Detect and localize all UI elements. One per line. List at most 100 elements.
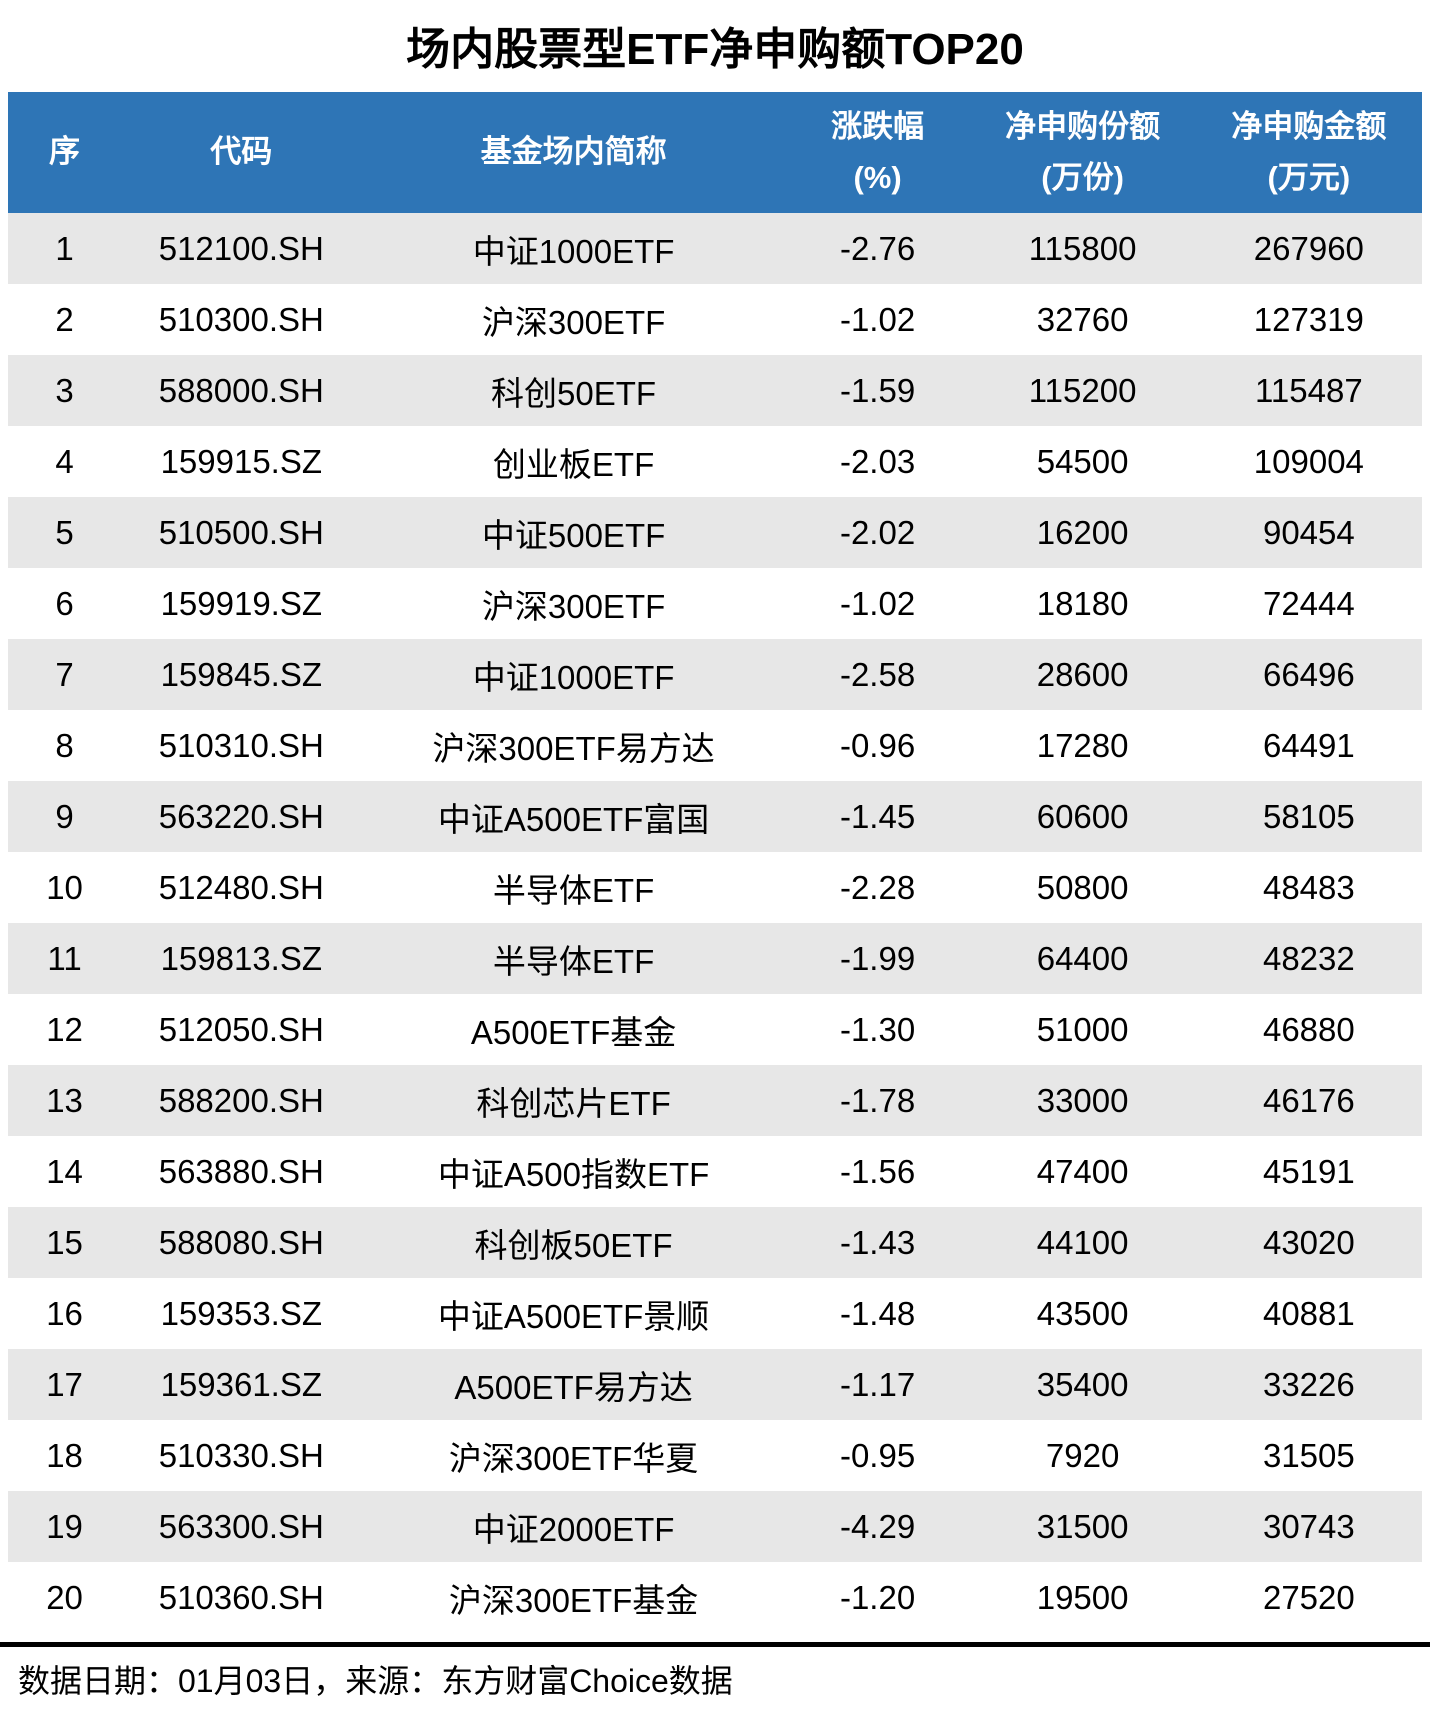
cell-code: 159845.SZ: [121, 639, 362, 710]
cell-rank: 20: [8, 1562, 122, 1633]
cell-shares: 28600: [969, 639, 1196, 710]
cell-name: 中证500ETF: [361, 497, 786, 568]
cell-rank: 10: [8, 852, 122, 923]
cell-amount: 58105: [1195, 781, 1422, 852]
cell-name: 半导体ETF: [361, 923, 786, 994]
header-rank-label: 序: [49, 134, 81, 170]
header-net-shares-line2: (万份): [1041, 159, 1124, 195]
cell-rank: 16: [8, 1278, 122, 1349]
cell-rank: 9: [8, 781, 122, 852]
cell-code: 588200.SH: [121, 1065, 362, 1136]
table-row: 5 510500.SH 中证500ETF -2.02 16200 90454: [8, 497, 1422, 568]
cell-shares: 54500: [969, 426, 1196, 497]
header-fund-name-label: 基金场内简称: [480, 134, 667, 170]
cell-shares: 17280: [969, 710, 1196, 781]
cell-shares: 64400: [969, 923, 1196, 994]
header-net-shares-line1: 净申购份额: [1005, 109, 1161, 145]
cell-name: 创业板ETF: [361, 426, 786, 497]
cell-name: 中证A500ETF景顺: [361, 1278, 786, 1349]
cell-change_pct: -1.30: [785, 994, 970, 1065]
cell-shares: 50800: [969, 852, 1196, 923]
cell-change_pct: -1.59: [785, 355, 970, 426]
cell-rank: 17: [8, 1349, 122, 1420]
header-row: 序 代码 基金场内简称 涨跌幅 (%) 净申购份额 (万份) 净申购金额: [8, 92, 1422, 213]
cell-change_pct: -1.17: [785, 1349, 970, 1420]
cell-code: 512100.SH: [121, 213, 362, 284]
cell-amount: 45191: [1195, 1136, 1422, 1207]
cell-amount: 46880: [1195, 994, 1422, 1065]
cell-name: A500ETF基金: [361, 994, 786, 1065]
header-net-amount-line1: 净申购金额: [1231, 109, 1387, 145]
cell-shares: 47400: [969, 1136, 1196, 1207]
cell-shares: 31500: [969, 1491, 1196, 1562]
cell-amount: 43020: [1195, 1207, 1422, 1278]
cell-code: 588000.SH: [121, 355, 362, 426]
header-fund-name: 基金场内简称: [361, 92, 786, 213]
cell-rank: 2: [8, 284, 122, 355]
cell-code: 159361.SZ: [121, 1349, 362, 1420]
table-row: 18 510330.SH 沪深300ETF华夏 -0.95 7920 31505: [8, 1420, 1422, 1491]
cell-code: 159915.SZ: [121, 426, 362, 497]
cell-name: 科创板50ETF: [361, 1207, 786, 1278]
header-change-pct-line1: 涨跌幅: [831, 109, 925, 145]
cell-change_pct: -2.58: [785, 639, 970, 710]
cell-change_pct: -1.02: [785, 284, 970, 355]
header-net-amount: 净申购金额 (万元): [1195, 92, 1422, 213]
cell-amount: 40881: [1195, 1278, 1422, 1349]
header-net-amount-line2: (万元): [1267, 159, 1351, 195]
cell-shares: 115800: [969, 213, 1196, 284]
cell-amount: 33226: [1195, 1349, 1422, 1420]
cell-shares: 32760: [969, 284, 1196, 355]
cell-code: 159813.SZ: [121, 923, 362, 994]
cell-amount: 127319: [1195, 284, 1422, 355]
cell-rank: 19: [8, 1491, 122, 1562]
cell-change_pct: -4.29: [785, 1491, 970, 1562]
cell-change_pct: -1.99: [785, 923, 970, 994]
cell-rank: 11: [8, 923, 122, 994]
table-row: 15 588080.SH 科创板50ETF -1.43 44100 43020: [8, 1207, 1422, 1278]
cell-amount: 64491: [1195, 710, 1422, 781]
cell-code: 510300.SH: [121, 284, 362, 355]
cell-rank: 8: [8, 710, 122, 781]
cell-amount: 31505: [1195, 1420, 1422, 1491]
table-row: 17 159361.SZ A500ETF易方达 -1.17 35400 33226: [8, 1349, 1422, 1420]
cell-name: 沪深300ETF易方达: [361, 710, 786, 781]
header-change-pct: 涨跌幅 (%): [785, 92, 970, 213]
footer-note: 数据日期：01月03日，来源：东方财富Choice数据: [0, 1642, 1430, 1702]
cell-shares: 7920: [969, 1420, 1196, 1491]
cell-shares: 35400: [969, 1349, 1196, 1420]
table-row: 6 159919.SZ 沪深300ETF -1.02 18180 72444: [8, 568, 1422, 639]
cell-rank: 13: [8, 1065, 122, 1136]
cell-rank: 12: [8, 994, 122, 1065]
cell-rank: 15: [8, 1207, 122, 1278]
cell-amount: 66496: [1195, 639, 1422, 710]
cell-amount: 115487: [1195, 355, 1422, 426]
table-row: 19 563300.SH 中证2000ETF -4.29 31500 30743: [8, 1491, 1422, 1562]
table-row: 2 510300.SH 沪深300ETF -1.02 32760 127319: [8, 284, 1422, 355]
cell-name: 中证A500指数ETF: [361, 1136, 786, 1207]
cell-amount: 90454: [1195, 497, 1422, 568]
cell-shares: 16200: [969, 497, 1196, 568]
table-row: 16 159353.SZ 中证A500ETF景顺 -1.48 43500 40881: [8, 1278, 1422, 1349]
cell-code: 563220.SH: [121, 781, 362, 852]
header-rank: 序: [8, 92, 122, 213]
cell-change_pct: -2.28: [785, 852, 970, 923]
cell-change_pct: -1.20: [785, 1562, 970, 1633]
cell-rank: 4: [8, 426, 122, 497]
header-net-shares: 净申购份额 (万份): [969, 92, 1196, 213]
table-row: 11 159813.SZ 半导体ETF -1.99 64400 48232: [8, 923, 1422, 994]
cell-name: 沪深300ETF基金: [361, 1562, 786, 1633]
cell-code: 512480.SH: [121, 852, 362, 923]
cell-name: 中证2000ETF: [361, 1491, 786, 1562]
table-header: 序 代码 基金场内简称 涨跌幅 (%) 净申购份额 (万份) 净申购金额: [8, 92, 1422, 213]
table-body: 1 512100.SH 中证1000ETF -2.76 115800 267960 2 510…: [8, 213, 1422, 1633]
table-row: 3 588000.SH 科创50ETF -1.59 115200 115487: [8, 355, 1422, 426]
cell-amount: 48232: [1195, 923, 1422, 994]
cell-shares: 44100: [969, 1207, 1196, 1278]
header-code: 代码: [121, 92, 362, 213]
table-row: 12 512050.SH A500ETF基金 -1.30 51000 46880: [8, 994, 1422, 1065]
header-code-label: 代码: [210, 134, 273, 170]
table-row: 7 159845.SZ 中证1000ETF -2.58 28600 66496: [8, 639, 1422, 710]
cell-amount: 109004: [1195, 426, 1422, 497]
cell-shares: 51000: [969, 994, 1196, 1065]
